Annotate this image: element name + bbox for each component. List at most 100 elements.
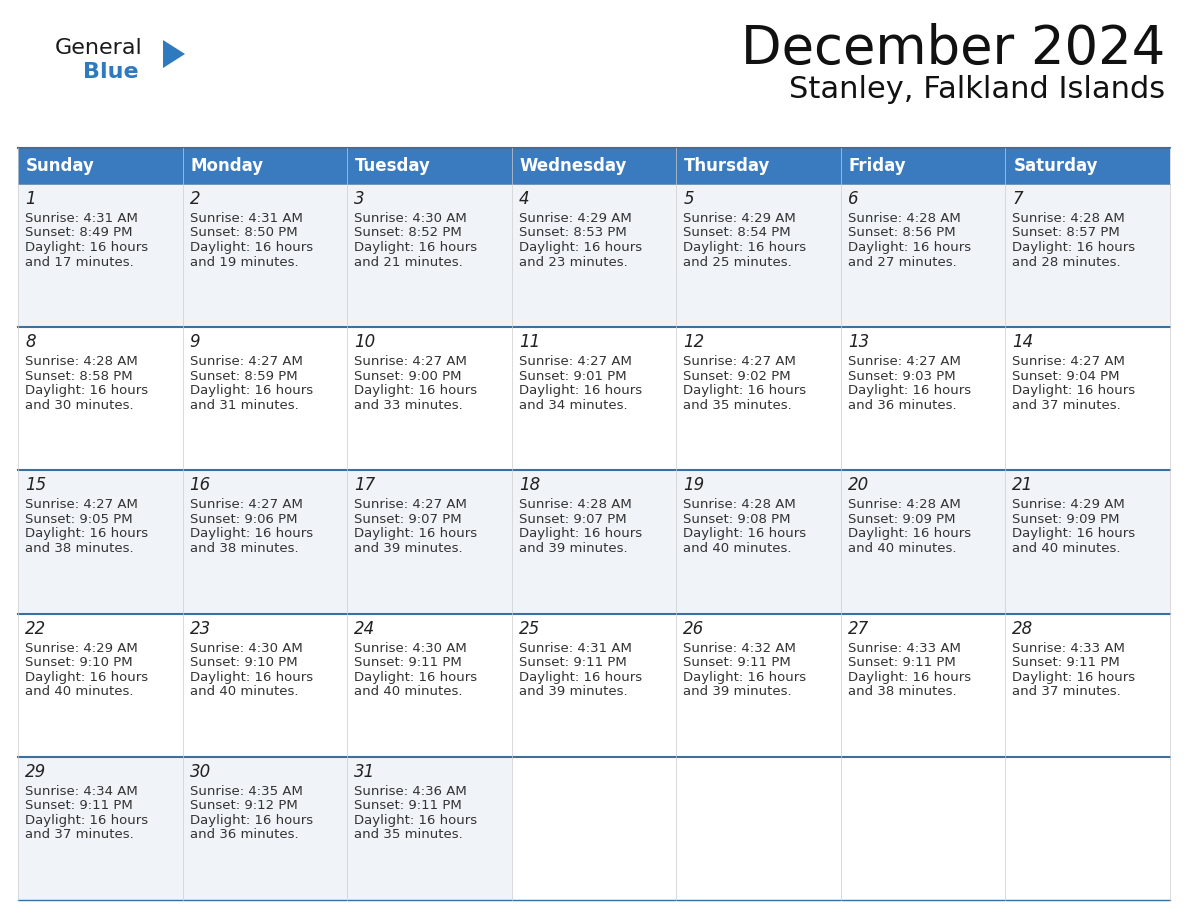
Text: Sunrise: 4:30 AM: Sunrise: 4:30 AM [354,212,467,225]
Bar [841,613,1005,756]
Text: 9: 9 [190,333,201,352]
Text: and 38 minutes.: and 38 minutes. [848,685,956,698]
Text: Sunset: 8:52 PM: Sunset: 8:52 PM [354,227,462,240]
Text: 22: 22 [25,620,46,638]
Text: Sunset: 9:12 PM: Sunset: 9:12 PM [190,800,297,812]
Text: Sunset: 9:04 PM: Sunset: 9:04 PM [1012,370,1120,383]
Text: Daylight: 16 hours: Daylight: 16 hours [519,241,642,254]
Text: Sunset: 8:53 PM: Sunset: 8:53 PM [519,227,626,240]
Bar [347,327,512,470]
Text: 25: 25 [519,620,541,638]
Text: and 35 minutes.: and 35 minutes. [683,398,792,411]
Text: Sunrise: 4:27 AM: Sunrise: 4:27 AM [354,498,467,511]
Text: 26: 26 [683,620,704,638]
Bar [841,148,1005,184]
Bar [512,470,676,613]
Text: Sunset: 9:09 PM: Sunset: 9:09 PM [1012,513,1120,526]
Text: and 36 minutes.: and 36 minutes. [848,398,956,411]
Text: Daylight: 16 hours: Daylight: 16 hours [683,528,807,541]
Text: 2: 2 [190,190,201,208]
Text: Sunset: 9:07 PM: Sunset: 9:07 PM [519,513,626,526]
Text: 29: 29 [25,763,46,781]
Text: Daylight: 16 hours: Daylight: 16 hours [25,813,148,827]
Text: Sunset: 9:11 PM: Sunset: 9:11 PM [25,800,133,812]
Text: Sunset: 9:08 PM: Sunset: 9:08 PM [683,513,791,526]
Text: 7: 7 [1012,190,1023,208]
Text: 28: 28 [1012,620,1034,638]
Text: Sunset: 9:09 PM: Sunset: 9:09 PM [848,513,955,526]
Text: 23: 23 [190,620,210,638]
Text: Monday: Monday [190,157,264,175]
Text: 24: 24 [354,620,375,638]
Text: Sunset: 8:58 PM: Sunset: 8:58 PM [25,370,133,383]
Text: Sunset: 8:50 PM: Sunset: 8:50 PM [190,227,297,240]
Text: 3: 3 [354,190,365,208]
Bar [512,613,676,756]
Text: 27: 27 [848,620,870,638]
Bar [676,184,841,327]
Bar [1005,470,1170,613]
Text: and 40 minutes.: and 40 minutes. [25,685,133,698]
Text: Sunrise: 4:27 AM: Sunrise: 4:27 AM [354,355,467,368]
Text: Daylight: 16 hours: Daylight: 16 hours [354,813,478,827]
Bar [18,613,183,756]
Text: Daylight: 16 hours: Daylight: 16 hours [354,671,478,684]
Text: Sunset: 9:11 PM: Sunset: 9:11 PM [1012,656,1120,669]
Text: Daylight: 16 hours: Daylight: 16 hours [519,671,642,684]
Text: 19: 19 [683,476,704,495]
Text: December 2024: December 2024 [741,23,1165,75]
Text: Daylight: 16 hours: Daylight: 16 hours [848,241,971,254]
Text: Daylight: 16 hours: Daylight: 16 hours [190,528,312,541]
Text: and 40 minutes.: and 40 minutes. [190,685,298,698]
Text: and 39 minutes.: and 39 minutes. [519,542,627,554]
Bar [512,148,676,184]
Text: and 34 minutes.: and 34 minutes. [519,398,627,411]
Text: and 37 minutes.: and 37 minutes. [25,828,134,841]
Text: 12: 12 [683,333,704,352]
Text: and 35 minutes.: and 35 minutes. [354,828,463,841]
Bar [347,184,512,327]
Bar [676,613,841,756]
Text: Stanley, Falkland Islands: Stanley, Falkland Islands [789,75,1165,104]
Bar [183,470,347,613]
Text: Daylight: 16 hours: Daylight: 16 hours [190,671,312,684]
Text: Sunset: 9:07 PM: Sunset: 9:07 PM [354,513,462,526]
Text: 10: 10 [354,333,375,352]
Text: Sunrise: 4:30 AM: Sunrise: 4:30 AM [190,642,302,655]
Bar [18,327,183,470]
Bar [183,148,347,184]
Text: 8: 8 [25,333,36,352]
Text: 5: 5 [683,190,694,208]
Text: Sunrise: 4:27 AM: Sunrise: 4:27 AM [190,498,303,511]
Text: Sunset: 8:56 PM: Sunset: 8:56 PM [848,227,955,240]
Text: 4: 4 [519,190,530,208]
Text: Daylight: 16 hours: Daylight: 16 hours [354,385,478,397]
Text: Sunrise: 4:31 AM: Sunrise: 4:31 AM [25,212,138,225]
Bar [18,470,183,613]
Bar [1005,148,1170,184]
Text: Saturday: Saturday [1013,157,1098,175]
Bar [183,613,347,756]
Text: Sunrise: 4:27 AM: Sunrise: 4:27 AM [683,355,796,368]
Bar [1005,327,1170,470]
Text: Sunrise: 4:28 AM: Sunrise: 4:28 AM [1012,212,1125,225]
Bar [1005,613,1170,756]
Text: and 39 minutes.: and 39 minutes. [354,542,463,554]
Text: Daylight: 16 hours: Daylight: 16 hours [848,671,971,684]
Text: Sunset: 9:02 PM: Sunset: 9:02 PM [683,370,791,383]
Text: and 38 minutes.: and 38 minutes. [190,542,298,554]
Text: Sunset: 9:06 PM: Sunset: 9:06 PM [190,513,297,526]
Text: Sunrise: 4:34 AM: Sunrise: 4:34 AM [25,785,138,798]
Text: Sunset: 9:11 PM: Sunset: 9:11 PM [519,656,626,669]
Text: Sunset: 9:10 PM: Sunset: 9:10 PM [190,656,297,669]
Text: Sunrise: 4:27 AM: Sunrise: 4:27 AM [25,498,138,511]
Text: Sunrise: 4:27 AM: Sunrise: 4:27 AM [848,355,961,368]
Text: 16: 16 [190,476,210,495]
Text: Sunset: 8:57 PM: Sunset: 8:57 PM [1012,227,1120,240]
Text: Sunrise: 4:29 AM: Sunrise: 4:29 AM [25,642,138,655]
Text: Sunrise: 4:31 AM: Sunrise: 4:31 AM [519,642,632,655]
Text: Sunset: 9:01 PM: Sunset: 9:01 PM [519,370,626,383]
Text: Sunrise: 4:27 AM: Sunrise: 4:27 AM [190,355,303,368]
Text: and 23 minutes.: and 23 minutes. [519,255,627,268]
Text: and 28 minutes.: and 28 minutes. [1012,255,1121,268]
